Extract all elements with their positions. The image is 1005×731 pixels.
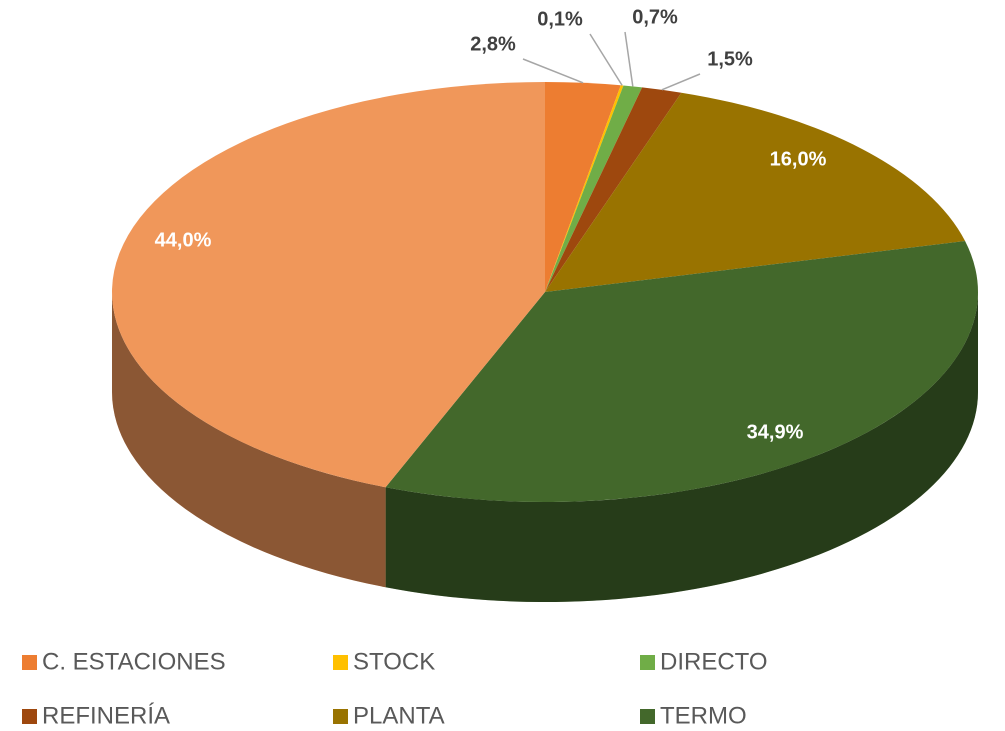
data-label: 2,8% — [470, 33, 516, 55]
legend-swatch — [333, 655, 348, 670]
data-label: 0,7% — [632, 6, 678, 28]
legend-label: STOCK — [353, 648, 435, 675]
legend-swatch — [640, 655, 655, 670]
legend-swatch — [22, 709, 37, 724]
legend-label: DIRECTO — [660, 648, 768, 675]
data-label: 34,9% — [747, 421, 804, 443]
pie-slice — [545, 82, 621, 292]
pie-slice — [112, 82, 545, 488]
legend-swatch — [640, 709, 655, 724]
pie-slice — [545, 92, 966, 292]
legend-swatch — [333, 709, 348, 724]
legend-label: REFINERÍA — [42, 702, 170, 729]
leader-line — [661, 73, 701, 91]
pie-side — [112, 292, 386, 588]
leader-line — [589, 33, 623, 86]
legend-label: C. ESTACIONES — [42, 648, 226, 675]
pie-side-shade — [112, 292, 386, 588]
pie-slice — [545, 87, 682, 292]
pie-slice — [545, 85, 624, 293]
legend-label: TERMO — [660, 702, 747, 729]
data-label: 44,0% — [155, 229, 212, 251]
leader-line — [522, 58, 584, 84]
pie-side-shade — [385, 292, 979, 602]
data-label: 1,5% — [707, 48, 753, 70]
pie-slice — [385, 241, 979, 502]
data-label: 16,0% — [770, 148, 827, 170]
leader-line — [624, 31, 634, 87]
pie-slice — [545, 85, 643, 293]
pie-side — [385, 292, 979, 602]
legend-swatch — [22, 655, 37, 670]
data-label: 0,1% — [537, 8, 583, 30]
legend-label: PLANTA — [353, 702, 445, 729]
